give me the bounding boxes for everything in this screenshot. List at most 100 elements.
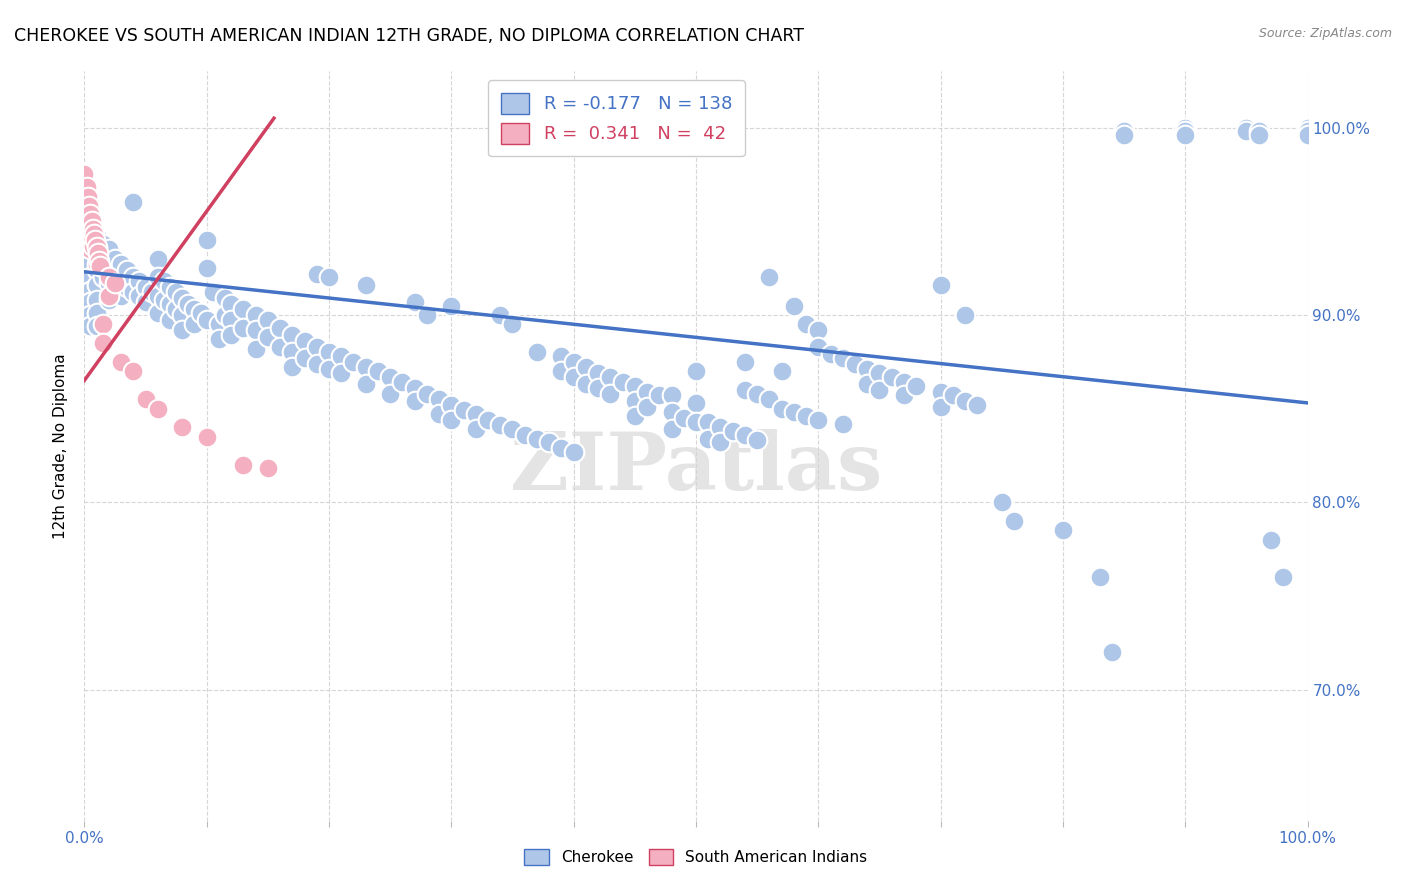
Point	[190, 306, 212, 320]
Point	[110, 355, 132, 369]
Point	[942, 388, 965, 402]
Point	[685, 415, 707, 429]
Point	[1174, 128, 1197, 142]
Text: CHEROKEE VS SOUTH AMERICAN INDIAN 12TH GRADE, NO DIPLOMA CORRELATION CHART: CHEROKEE VS SOUTH AMERICAN INDIAN 12TH G…	[14, 27, 804, 45]
Point	[672, 411, 695, 425]
Point	[1114, 124, 1136, 138]
Point	[91, 336, 114, 351]
Point	[122, 195, 145, 210]
Point	[1052, 524, 1074, 538]
Point	[1247, 128, 1270, 142]
Point	[831, 417, 853, 431]
Point	[747, 434, 769, 448]
Point	[404, 294, 426, 309]
Point	[172, 323, 194, 337]
Point	[807, 413, 830, 427]
Point	[380, 386, 402, 401]
Point	[624, 394, 647, 409]
Point	[477, 413, 499, 427]
Point	[86, 319, 108, 334]
Point	[330, 349, 353, 363]
Point	[79, 319, 101, 334]
Point	[758, 270, 780, 285]
Point	[245, 342, 267, 356]
Point	[929, 400, 952, 414]
Point	[146, 306, 169, 320]
Point	[575, 377, 598, 392]
Point	[77, 229, 100, 244]
Text: ZIPatlas: ZIPatlas	[510, 429, 882, 508]
Point	[734, 355, 756, 369]
Point	[232, 302, 254, 317]
Point	[80, 214, 103, 228]
Point	[110, 274, 132, 288]
Point	[770, 401, 793, 416]
Point	[562, 355, 585, 369]
Point	[856, 377, 879, 392]
Point	[146, 270, 169, 285]
Point	[991, 495, 1014, 509]
Point	[758, 392, 780, 407]
Point	[77, 211, 100, 225]
Point	[122, 285, 145, 300]
Point	[208, 332, 231, 346]
Point	[115, 263, 138, 277]
Point	[636, 384, 658, 399]
Point	[1296, 128, 1319, 142]
Point	[91, 270, 114, 285]
Point	[79, 284, 101, 298]
Point	[416, 386, 439, 401]
Point	[783, 405, 806, 419]
Point	[747, 386, 769, 401]
Point	[159, 313, 181, 327]
Point	[893, 376, 915, 390]
Point	[73, 229, 96, 244]
Point	[281, 345, 304, 359]
Point	[502, 318, 524, 332]
Point	[794, 318, 817, 332]
Point	[1236, 124, 1258, 138]
Point	[146, 252, 169, 266]
Point	[586, 366, 609, 380]
Point	[1236, 120, 1258, 135]
Point	[87, 246, 110, 260]
Point	[183, 302, 205, 317]
Point	[76, 219, 98, 234]
Point	[661, 422, 683, 436]
Point	[77, 218, 100, 232]
Point	[953, 394, 976, 409]
Point	[281, 360, 304, 375]
Point	[172, 308, 194, 322]
Point	[79, 243, 101, 257]
Point	[86, 293, 108, 307]
Point	[294, 334, 316, 348]
Point	[624, 409, 647, 423]
Point	[489, 418, 512, 433]
Point	[177, 296, 200, 310]
Point	[575, 360, 598, 375]
Point	[97, 276, 120, 290]
Point	[97, 243, 120, 257]
Point	[135, 294, 157, 309]
Point	[97, 270, 120, 285]
Point	[464, 407, 486, 421]
Point	[440, 413, 463, 427]
Point	[122, 270, 145, 285]
Point	[661, 388, 683, 402]
Point	[440, 398, 463, 412]
Point	[232, 458, 254, 472]
Point	[367, 364, 389, 378]
Point	[513, 427, 536, 442]
Point	[783, 299, 806, 313]
Point	[159, 280, 181, 294]
Point	[104, 284, 127, 298]
Point	[1174, 124, 1197, 138]
Point	[86, 306, 108, 320]
Point	[86, 263, 108, 277]
Point	[79, 270, 101, 285]
Point	[929, 384, 952, 399]
Point	[709, 435, 731, 450]
Point	[734, 427, 756, 442]
Point	[391, 376, 413, 390]
Point	[245, 308, 267, 322]
